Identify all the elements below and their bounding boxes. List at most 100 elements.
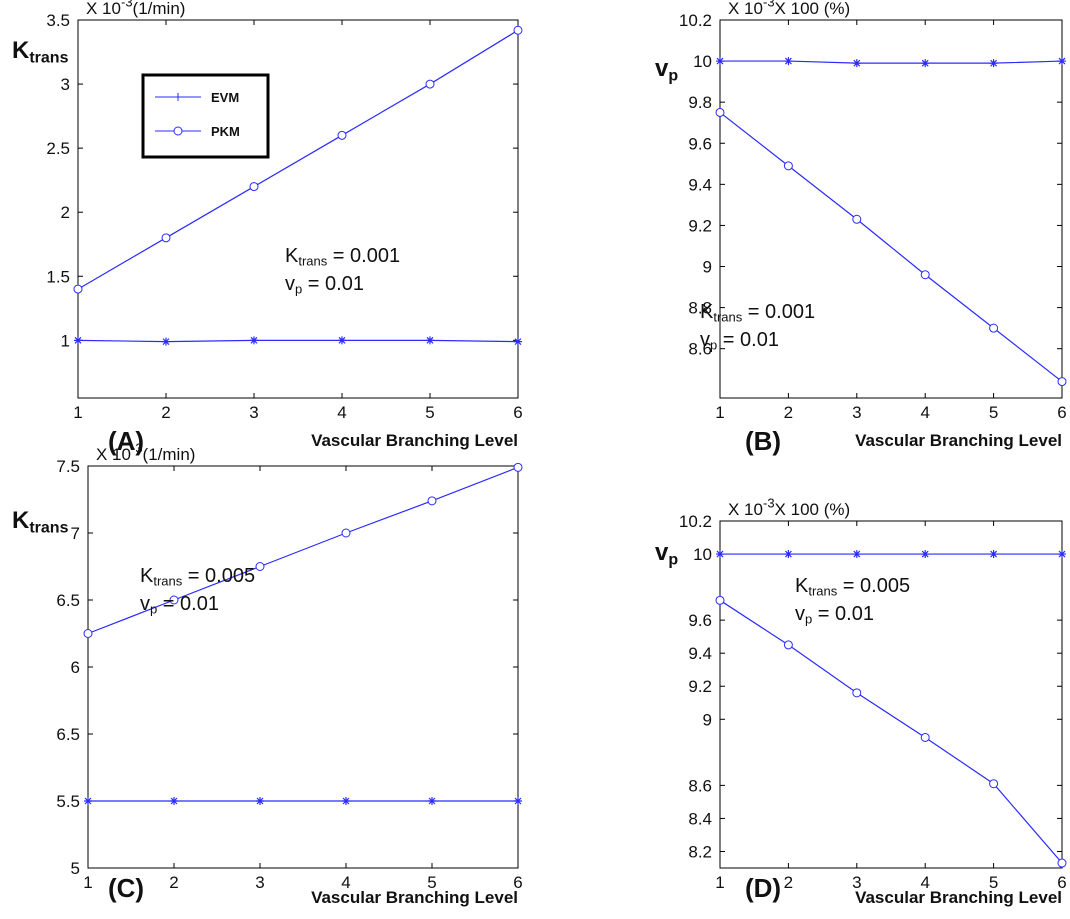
annotation: vp = 0.01 xyxy=(700,329,779,353)
y-tick-label: 6 xyxy=(71,658,80,677)
annotation-part: v xyxy=(700,329,710,351)
annotation: Ktrans = 0.005 xyxy=(795,575,910,599)
plot-frame xyxy=(77,19,519,399)
annotation-part: K xyxy=(285,245,299,267)
y-tick-label: 3 xyxy=(61,75,70,94)
marker xyxy=(716,57,724,66)
annotation: Ktrans = 0.005 xyxy=(140,565,255,589)
annotation-part: = 0.001 xyxy=(742,301,815,323)
marker xyxy=(989,550,998,559)
y-axis-label-part: trans xyxy=(29,519,68,536)
marker xyxy=(169,595,179,605)
y-tick-label: 9.2 xyxy=(688,216,712,235)
legend-label: EVM xyxy=(211,90,239,105)
x-tick-label: 2 xyxy=(784,873,793,892)
y-tick-label: 7 xyxy=(71,524,80,543)
annotation-part: trans xyxy=(153,574,182,589)
marker xyxy=(161,233,171,243)
annotation-part: trans xyxy=(808,584,837,599)
y-axis-label-part: v xyxy=(655,539,669,566)
annotation-part: K xyxy=(795,575,809,597)
annotation-part: p xyxy=(805,612,812,627)
y-tick-label: 8.8 xyxy=(688,299,712,318)
marker xyxy=(784,550,793,559)
x-tick-label: 3 xyxy=(249,403,258,422)
scale-label-part: X 10 xyxy=(86,0,121,18)
marker xyxy=(783,640,793,650)
x-tick-label: 4 xyxy=(341,873,350,892)
x-axis-label: Vascular Branching Level xyxy=(311,431,518,450)
series-line xyxy=(77,339,519,343)
scale-label-part: (1/min) xyxy=(133,0,186,18)
x-tick-label: 5 xyxy=(427,873,436,892)
marker xyxy=(427,496,437,506)
marker xyxy=(852,688,862,698)
annotation-part: K xyxy=(140,565,154,587)
x-tick-label: 3 xyxy=(255,873,264,892)
marker xyxy=(784,57,793,66)
marker xyxy=(338,336,346,345)
y-axis-label-part: v xyxy=(655,55,669,82)
marker xyxy=(715,107,725,117)
y-tick-label: 8.6 xyxy=(688,340,712,359)
y-tick-label: 6.5 xyxy=(56,591,80,610)
scale-label-part: X 100 (%) xyxy=(775,0,851,18)
plot-frame xyxy=(719,19,1063,399)
marker xyxy=(783,161,793,171)
marker xyxy=(920,732,930,742)
x-tick-label: 1 xyxy=(83,873,92,892)
x-tick-label: 6 xyxy=(1057,873,1066,892)
marker xyxy=(250,336,258,345)
series-line xyxy=(720,60,1063,64)
y-axis-label: Ktrans xyxy=(12,507,69,536)
marker xyxy=(162,337,170,346)
scale-label: X 10-3X 100 (%) xyxy=(728,495,850,519)
marker xyxy=(716,550,724,559)
y-tick-label: 9.8 xyxy=(688,93,712,112)
marker xyxy=(1058,550,1066,559)
y-tick-label: 8.2 xyxy=(688,842,712,861)
annotation-part: p xyxy=(295,282,302,297)
marker xyxy=(715,595,725,605)
y-tick-label: 10 xyxy=(693,52,712,71)
x-tick-label: 5 xyxy=(425,403,434,422)
y-axis-label-part: K xyxy=(12,37,30,64)
marker xyxy=(249,182,259,192)
scale-label-part: -3 xyxy=(121,0,133,9)
marker xyxy=(852,550,861,559)
marker xyxy=(1057,858,1067,868)
annotation: Ktrans = 0.001 xyxy=(285,245,400,269)
marker xyxy=(425,79,435,89)
scale-label: X 10-3X 100 (%) xyxy=(728,0,850,18)
annotation-part: = 0.01 xyxy=(157,593,219,615)
annotation: Ktrans = 0.001 xyxy=(700,301,815,325)
x-axis-label: Vascular Branching Level xyxy=(311,888,518,907)
x-tick-label: 6 xyxy=(513,403,522,422)
x-tick-label: 4 xyxy=(337,403,346,422)
y-axis-label: vp xyxy=(655,55,678,84)
scale-label-part: X 10 xyxy=(728,500,763,519)
x-tick-label: 5 xyxy=(989,403,998,422)
series-line xyxy=(87,466,519,635)
y-tick-label: 6.5 xyxy=(56,725,80,744)
scale-label-part: -3 xyxy=(763,0,775,9)
marker xyxy=(514,797,522,805)
y-tick-label: 2.5 xyxy=(46,139,70,158)
marker xyxy=(73,284,83,294)
marker xyxy=(426,336,434,345)
y-tick-label: 8.4 xyxy=(688,809,712,828)
annotation-part: K xyxy=(700,301,714,323)
y-axis-label: Ktrans xyxy=(12,37,69,66)
annotation-part: = 0.01 xyxy=(717,329,779,351)
scale-label: X 10-3(1/min) xyxy=(86,0,185,18)
y-tick-label: 3.5 xyxy=(46,11,70,30)
y-tick-label: 9.6 xyxy=(688,611,712,630)
annotation-part: p xyxy=(710,338,717,353)
marker xyxy=(513,462,523,472)
panel-label: (C) xyxy=(108,873,144,903)
legend-label: PKM xyxy=(211,124,240,139)
x-tick-label: 6 xyxy=(513,873,522,892)
y-tick-label: 1.5 xyxy=(46,267,70,286)
y-tick-label: 10.2 xyxy=(679,512,712,531)
